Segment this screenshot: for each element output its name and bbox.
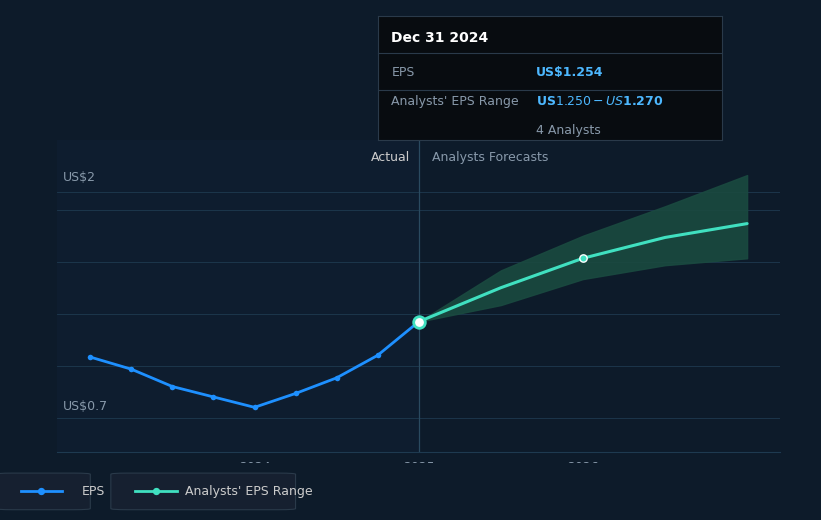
Point (84, 353, 97, 361)
FancyBboxPatch shape (111, 473, 296, 510)
Text: US$1.254: US$1.254 (536, 66, 603, 79)
Point (34, 487, 48, 496)
Point (330, 374, 343, 382)
Point (166, 382, 179, 391)
Point (248, 403, 261, 411)
Text: EPS: EPS (392, 66, 415, 79)
Point (289, 389, 302, 398)
Text: US$2: US$2 (62, 171, 95, 184)
Text: US$1.250 - US$1.270: US$1.250 - US$1.270 (536, 96, 663, 109)
Text: 4 Analysts: 4 Analysts (536, 124, 601, 137)
Text: Analysts' EPS Range: Analysts' EPS Range (392, 96, 519, 109)
Point (125, 365, 138, 373)
Text: US$0.7: US$0.7 (62, 399, 108, 412)
Text: Actual: Actual (371, 151, 410, 164)
Text: Analysts Forecasts: Analysts Forecasts (432, 151, 548, 164)
Point (371, 351, 384, 359)
Point (576, 254, 589, 263)
FancyBboxPatch shape (0, 473, 90, 510)
Text: EPS: EPS (82, 485, 105, 498)
Text: Dec 31 2024: Dec 31 2024 (392, 31, 488, 45)
Point (149, 487, 163, 496)
Text: Analysts' EPS Range: Analysts' EPS Range (185, 485, 312, 498)
Bar (57, 140, 419, 452)
Point (207, 393, 220, 401)
Point (412, 318, 425, 326)
